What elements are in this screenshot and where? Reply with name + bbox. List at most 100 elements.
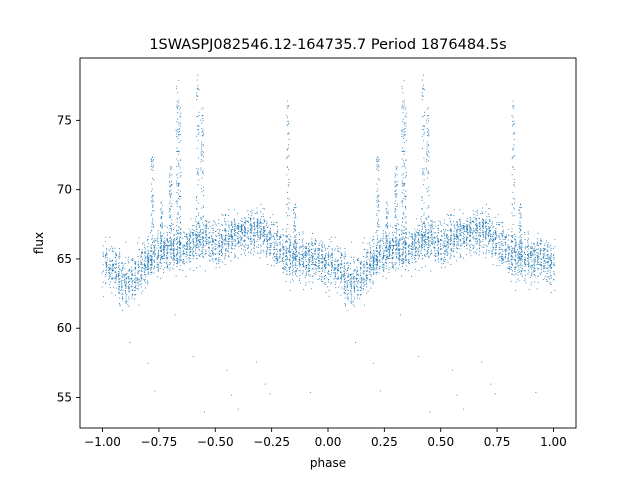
data-point	[116, 254, 118, 256]
data-point	[453, 251, 455, 253]
data-point	[547, 261, 549, 262]
data-point	[285, 258, 287, 260]
data-point	[348, 274, 350, 276]
data-point	[151, 271, 153, 273]
data-point	[428, 256, 430, 258]
data-point	[282, 253, 284, 255]
data-point	[164, 242, 166, 244]
data-point	[360, 286, 362, 288]
data-point	[257, 223, 259, 225]
data-point	[108, 277, 110, 279]
data-point	[212, 240, 213, 242]
data-point	[301, 247, 303, 248]
data-point	[376, 254, 377, 256]
data-point	[328, 264, 330, 266]
data-point	[150, 267, 152, 269]
data-point	[140, 256, 142, 258]
data-point	[315, 267, 317, 269]
data-point	[173, 239, 175, 241]
data-point	[312, 248, 314, 250]
data-point	[266, 223, 268, 225]
data-point	[137, 289, 139, 291]
data-point	[193, 234, 195, 236]
data-point	[269, 252, 271, 254]
data-point	[199, 217, 201, 219]
data-point	[121, 298, 123, 299]
data-point	[142, 290, 144, 292]
data-point	[469, 235, 471, 237]
data-point	[147, 258, 149, 260]
data-point	[402, 258, 404, 260]
data-point	[539, 251, 541, 253]
data-point	[299, 254, 301, 255]
data-point	[246, 220, 248, 222]
data-point	[124, 280, 126, 282]
data-point	[205, 249, 207, 251]
data-point	[437, 252, 439, 254]
data-point	[322, 256, 324, 258]
data-point	[266, 244, 268, 246]
data-point	[154, 261, 155, 263]
data-point	[365, 283, 367, 285]
data-point	[251, 212, 253, 214]
data-point	[148, 260, 150, 262]
data-point	[369, 264, 371, 266]
data-point	[299, 256, 300, 258]
data-point	[459, 234, 461, 236]
data-point	[125, 241, 127, 243]
data-point	[351, 273, 353, 275]
data-point	[230, 244, 232, 246]
data-point	[106, 249, 108, 251]
data-point	[380, 240, 382, 242]
data-point	[216, 257, 217, 259]
data-point	[517, 266, 519, 268]
data-point	[238, 226, 239, 228]
data-point	[105, 272, 107, 274]
data-point	[196, 247, 198, 248]
data-point	[359, 281, 361, 283]
data-point	[486, 234, 488, 236]
data-point	[269, 247, 271, 249]
data-point	[318, 252, 320, 254]
data-point	[331, 272, 333, 274]
data-point	[436, 237, 438, 239]
data-point	[393, 267, 394, 269]
data-point	[372, 266, 374, 268]
data-point	[466, 254, 468, 256]
data-point	[450, 224, 452, 226]
data-point	[178, 239, 180, 241]
data-point	[128, 270, 130, 272]
data-point	[337, 267, 339, 269]
data-point	[138, 281, 140, 283]
data-point	[257, 232, 259, 233]
data-point	[131, 277, 133, 279]
data-point	[301, 273, 303, 275]
data-point	[415, 251, 417, 253]
data-point	[514, 243, 516, 245]
data-point	[450, 214, 452, 216]
data-point	[246, 244, 248, 246]
data-point	[187, 240, 188, 242]
data-point	[423, 240, 425, 242]
data-point	[437, 249, 439, 251]
data-point	[470, 243, 472, 245]
data-point	[296, 260, 298, 262]
data-point	[286, 270, 288, 272]
data-point	[380, 253, 382, 255]
data-point	[518, 280, 520, 282]
data-point	[285, 235, 287, 237]
data-point	[128, 276, 130, 278]
data-point	[154, 238, 156, 240]
data-point	[404, 239, 406, 241]
data-point	[411, 248, 413, 250]
data-point	[212, 252, 214, 253]
data-point	[514, 245, 516, 246]
data-point	[431, 231, 433, 233]
data-point	[359, 286, 361, 288]
data-point	[366, 262, 368, 264]
data-point	[463, 227, 465, 229]
data-point	[398, 259, 400, 261]
data-point	[125, 287, 127, 289]
data-point	[444, 249, 446, 251]
data-point	[128, 282, 130, 284]
